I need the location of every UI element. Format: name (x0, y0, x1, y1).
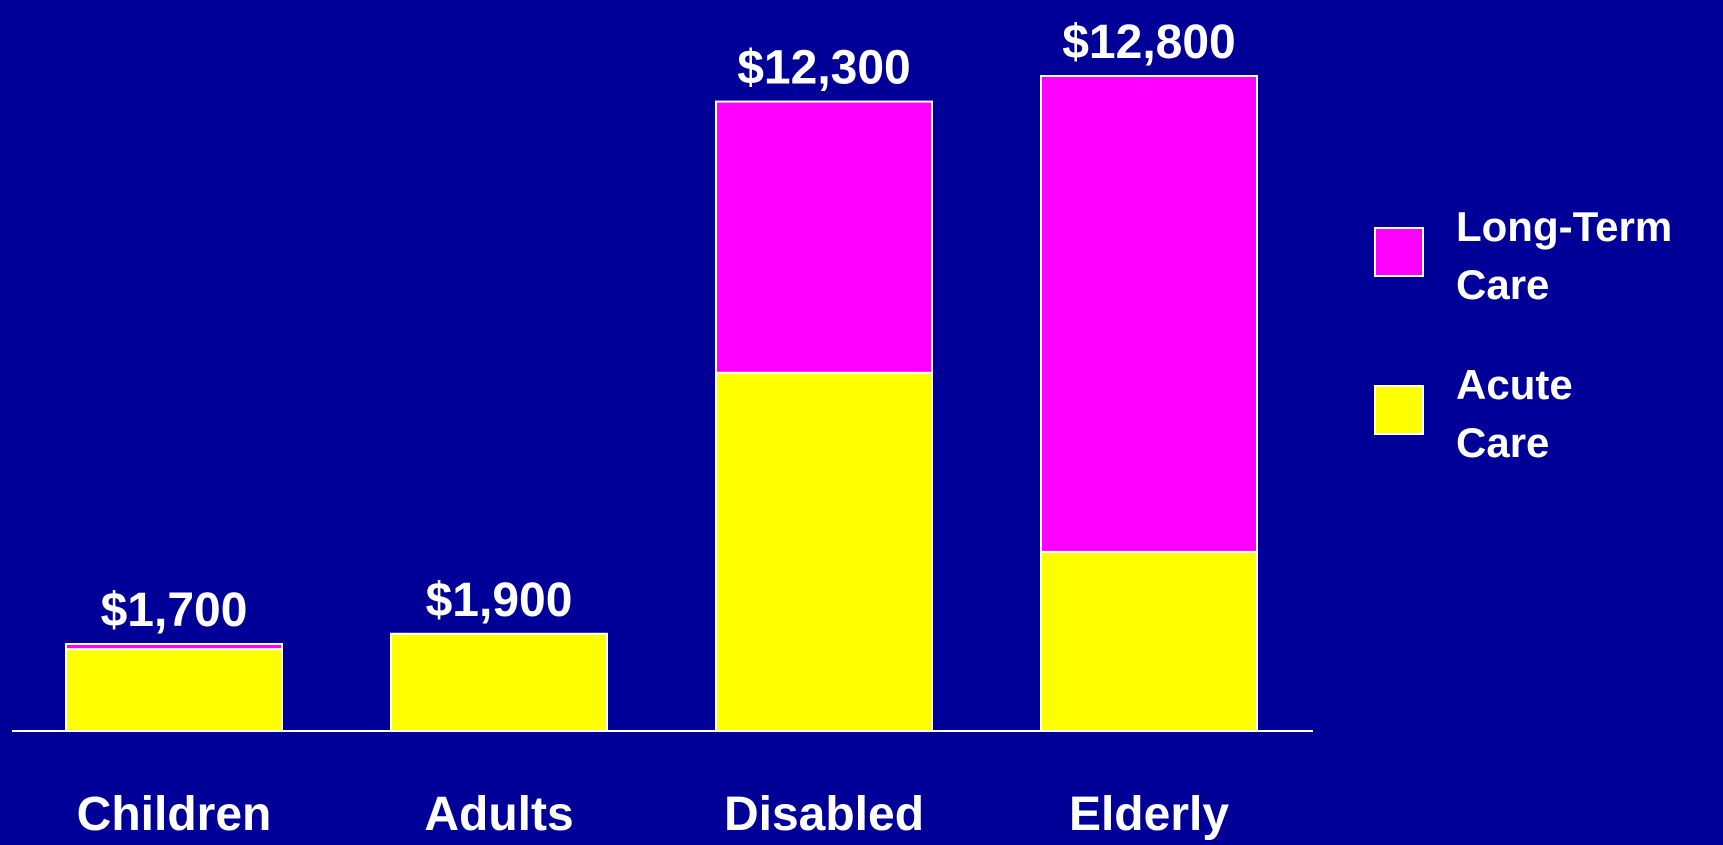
bars-group (65, 75, 1258, 732)
legend-label-acute-care-line-1: Acute (1456, 361, 1573, 408)
labels-group: $1,700 Children $1,900 Adults $12,300 Disable… (77, 16, 1236, 841)
total-label-adults: $1,900 (426, 574, 573, 627)
bar-elderly-acute-care (1040, 550, 1258, 732)
legend-label-long-term-care-line-1: Long-Term (1456, 203, 1672, 250)
bar-disabled-acute-care (715, 371, 933, 732)
category-label-disabled: Disabled (724, 788, 924, 840)
legend-label-acute-care-line-2: Care (1456, 419, 1549, 466)
total-label-disabled: $12,300 (737, 42, 911, 95)
category-label-elderly: Elderly (1069, 788, 1229, 840)
category-label-adults: Adults (424, 788, 573, 840)
legend: Long-Term Care Acute Care (1374, 203, 1672, 466)
bar-children-long-term-care (65, 643, 283, 651)
bar-children-acute-care (65, 648, 283, 732)
bar-elderly-long-term-care (1040, 75, 1258, 553)
total-label-children: $1,700 (101, 584, 248, 637)
bar-disabled-long-term-care (715, 100, 933, 374)
legend-label-long-term-care-line-2: Care (1456, 261, 1549, 308)
total-label-elderly: $12,800 (1062, 16, 1236, 69)
bar-adults-acute-care (390, 632, 608, 732)
legend-swatch-acute-care (1374, 385, 1424, 435)
category-label-children: Children (77, 788, 272, 840)
legend-swatch-long-term-care (1374, 227, 1424, 277)
